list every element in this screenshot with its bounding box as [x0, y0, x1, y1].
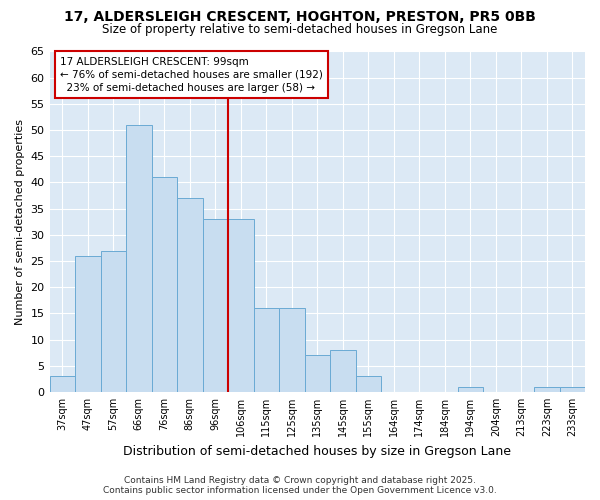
- Bar: [152, 177, 177, 392]
- Bar: [560, 386, 585, 392]
- Bar: [126, 125, 152, 392]
- Bar: [203, 219, 228, 392]
- Bar: [458, 386, 483, 392]
- Bar: [254, 308, 279, 392]
- Bar: [177, 198, 203, 392]
- Bar: [101, 250, 126, 392]
- Bar: [305, 356, 330, 392]
- Bar: [534, 386, 560, 392]
- Bar: [279, 308, 305, 392]
- Text: 17, ALDERSLEIGH CRESCENT, HOGHTON, PRESTON, PR5 0BB: 17, ALDERSLEIGH CRESCENT, HOGHTON, PREST…: [64, 10, 536, 24]
- Bar: [50, 376, 75, 392]
- Bar: [330, 350, 356, 392]
- Text: Size of property relative to semi-detached houses in Gregson Lane: Size of property relative to semi-detach…: [103, 22, 497, 36]
- Bar: [228, 219, 254, 392]
- Y-axis label: Number of semi-detached properties: Number of semi-detached properties: [15, 118, 25, 324]
- Text: Contains HM Land Registry data © Crown copyright and database right 2025.
Contai: Contains HM Land Registry data © Crown c…: [103, 476, 497, 495]
- Bar: [356, 376, 381, 392]
- Bar: [75, 256, 101, 392]
- Text: 17 ALDERSLEIGH CRESCENT: 99sqm
← 76% of semi-detached houses are smaller (192)
 : 17 ALDERSLEIGH CRESCENT: 99sqm ← 76% of …: [60, 56, 323, 93]
- X-axis label: Distribution of semi-detached houses by size in Gregson Lane: Distribution of semi-detached houses by …: [123, 444, 511, 458]
